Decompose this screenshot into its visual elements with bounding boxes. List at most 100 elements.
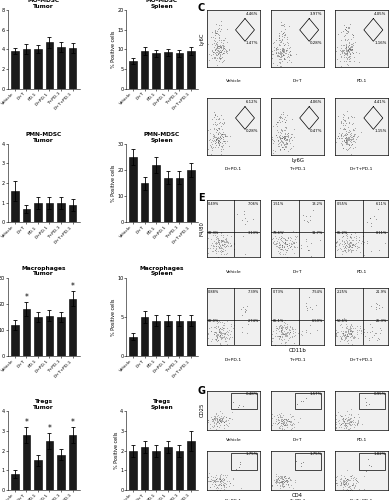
Point [209,46,215,54]
Point [274,476,280,484]
Point [222,338,228,345]
Point [345,146,351,154]
Point [213,29,220,37]
Point [269,336,275,344]
Point [340,27,347,35]
Point [275,414,281,422]
Point [348,136,354,144]
Point [340,330,346,338]
Point [217,46,223,54]
Point [287,243,294,251]
Point [277,138,283,145]
Point [343,130,350,138]
Point [277,472,283,480]
Point [208,327,214,335]
Point [279,420,285,428]
Point [343,44,349,52]
Point [277,332,283,340]
Point [273,479,279,487]
Point [275,118,281,126]
Point [279,30,285,38]
Point [220,474,226,482]
Point [214,40,220,48]
Point [230,245,237,253]
Point [277,250,283,258]
Text: 1.75%: 1.75% [310,452,322,456]
Bar [23,50,30,88]
Point [270,122,276,130]
Point [340,232,346,240]
Bar [11,325,18,356]
Point [239,216,245,224]
Point [343,40,349,48]
Bar [57,317,65,356]
Point [349,45,356,53]
Point [220,478,227,486]
Point [343,423,350,431]
Point [228,242,234,250]
Point [213,20,219,28]
Point [347,486,354,494]
Point [270,136,276,144]
Point [218,38,224,46]
Point [275,419,281,427]
Point [213,40,220,48]
Point [278,38,284,46]
Point [278,474,284,482]
Point [270,327,276,335]
Point [269,330,275,338]
Point [277,424,283,432]
Point [347,143,353,151]
Point [218,330,224,338]
Point [288,242,294,250]
Point [209,144,216,152]
Point [344,484,350,492]
Point [348,248,354,256]
Point [341,21,347,29]
Point [220,237,227,245]
Point [287,328,293,336]
Point [343,136,349,144]
Point [340,332,347,340]
Point [270,334,276,342]
Point [288,144,294,152]
Point [343,466,350,474]
Point [285,480,291,488]
Point [214,49,221,57]
Point [278,323,285,331]
Point [287,139,293,147]
Point [213,238,219,246]
Point [284,420,290,428]
Point [211,50,217,58]
Point [346,240,352,248]
Point [343,242,349,250]
Point [276,36,282,44]
Point [212,121,219,129]
Point [277,146,283,154]
Point [277,474,283,482]
Point [340,48,346,56]
Point [347,242,353,250]
Point [222,138,228,146]
Point [279,238,286,246]
Point [269,50,275,58]
Point [277,133,283,141]
Point [227,241,234,249]
Point [291,338,298,346]
Point [344,29,350,37]
Point [343,44,349,52]
Point [345,40,352,48]
Point [211,133,218,141]
Point [218,43,224,51]
Point [213,408,220,416]
Point [292,235,298,243]
Point [218,476,224,484]
Point [221,132,228,140]
Point [282,324,289,332]
Point [303,236,309,244]
Point [344,416,350,424]
Point [334,43,340,51]
Point [283,236,289,244]
Point [284,476,290,484]
Point [348,321,354,329]
